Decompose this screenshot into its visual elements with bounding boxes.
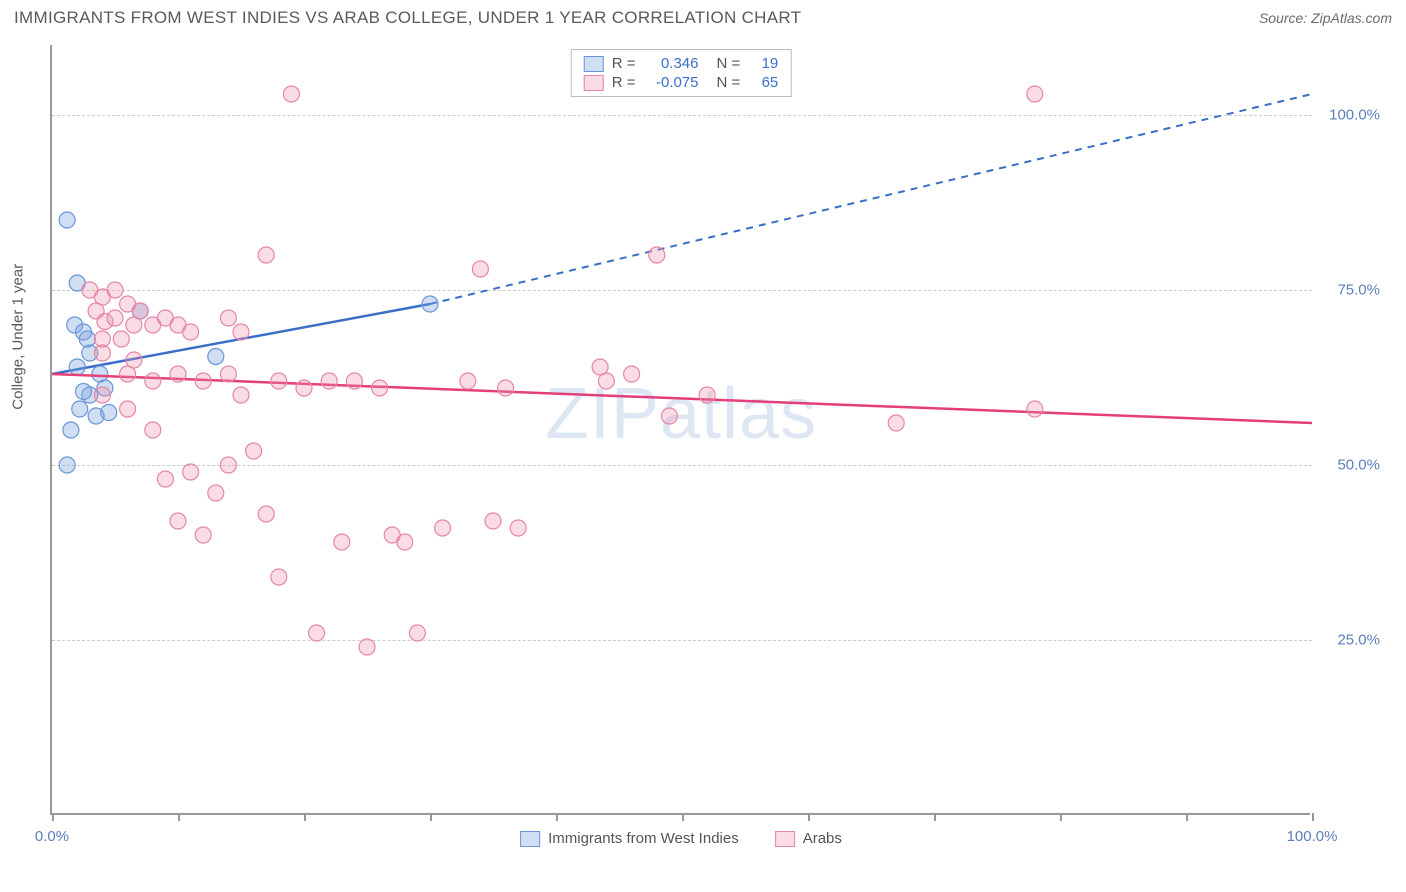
legend-correlation: R = 0.346 N = 19 R = -0.075 N = 65 (571, 49, 792, 97)
legend-swatch (775, 831, 795, 847)
x-tick (430, 813, 432, 821)
y-axis-title: College, Under 1 year (10, 264, 27, 410)
y-tick-label: 100.0% (1329, 107, 1380, 124)
legend-swatch (584, 56, 604, 72)
x-tick (178, 813, 180, 821)
x-tick (1186, 813, 1188, 821)
x-tick-label: 0.0% (35, 828, 69, 845)
y-tick-label: 50.0% (1337, 457, 1380, 474)
legend-series-item: Arabs (775, 830, 842, 847)
legend-row: R = -0.075 N = 65 (584, 73, 779, 92)
y-tick-label: 25.0% (1337, 632, 1380, 649)
legend-row: R = 0.346 N = 19 (584, 54, 779, 73)
x-tick (556, 813, 558, 821)
plot-area: ZIPatlas 25.0%50.0%75.0%100.0% 0.0%100.0… (50, 45, 1310, 815)
legend-series: Immigrants from West Indies Arabs (520, 830, 842, 847)
x-tick (808, 813, 810, 821)
legend-n-label: N = (717, 55, 741, 72)
x-tick (934, 813, 936, 821)
x-tick (682, 813, 684, 821)
x-tick (1060, 813, 1062, 821)
chart-title: IMMIGRANTS FROM WEST INDIES VS ARAB COLL… (14, 8, 801, 28)
x-tick-label: 100.0% (1287, 828, 1338, 845)
y-tick-label: 75.0% (1337, 282, 1380, 299)
chart-source: Source: ZipAtlas.com (1259, 10, 1392, 26)
chart-container: College, Under 1 year ZIPatlas 25.0%50.0… (50, 45, 1390, 845)
legend-swatch (584, 75, 604, 91)
chart-header: IMMIGRANTS FROM WEST INDIES VS ARAB COLL… (0, 0, 1406, 32)
legend-series-item: Immigrants from West Indies (520, 830, 739, 847)
legend-swatch (520, 831, 540, 847)
legend-r-value: 0.346 (644, 55, 699, 72)
legend-series-label: Arabs (803, 830, 842, 847)
legend-r-label: R = (612, 55, 636, 72)
legend-series-label: Immigrants from West Indies (548, 830, 739, 847)
gridline (52, 465, 1312, 466)
x-tick (1312, 813, 1314, 821)
x-tick (52, 813, 54, 821)
legend-n-value: 65 (748, 74, 778, 91)
gridline (52, 640, 1312, 641)
gridline (52, 290, 1312, 291)
legend-r-value: -0.075 (644, 74, 699, 91)
scatter-overlay (52, 45, 1312, 815)
legend-r-label: R = (612, 74, 636, 91)
legend-n-label: N = (717, 74, 741, 91)
x-tick (304, 813, 306, 821)
legend-n-value: 19 (748, 55, 778, 72)
gridline (52, 115, 1312, 116)
watermark: ZIPatlas (545, 373, 817, 455)
